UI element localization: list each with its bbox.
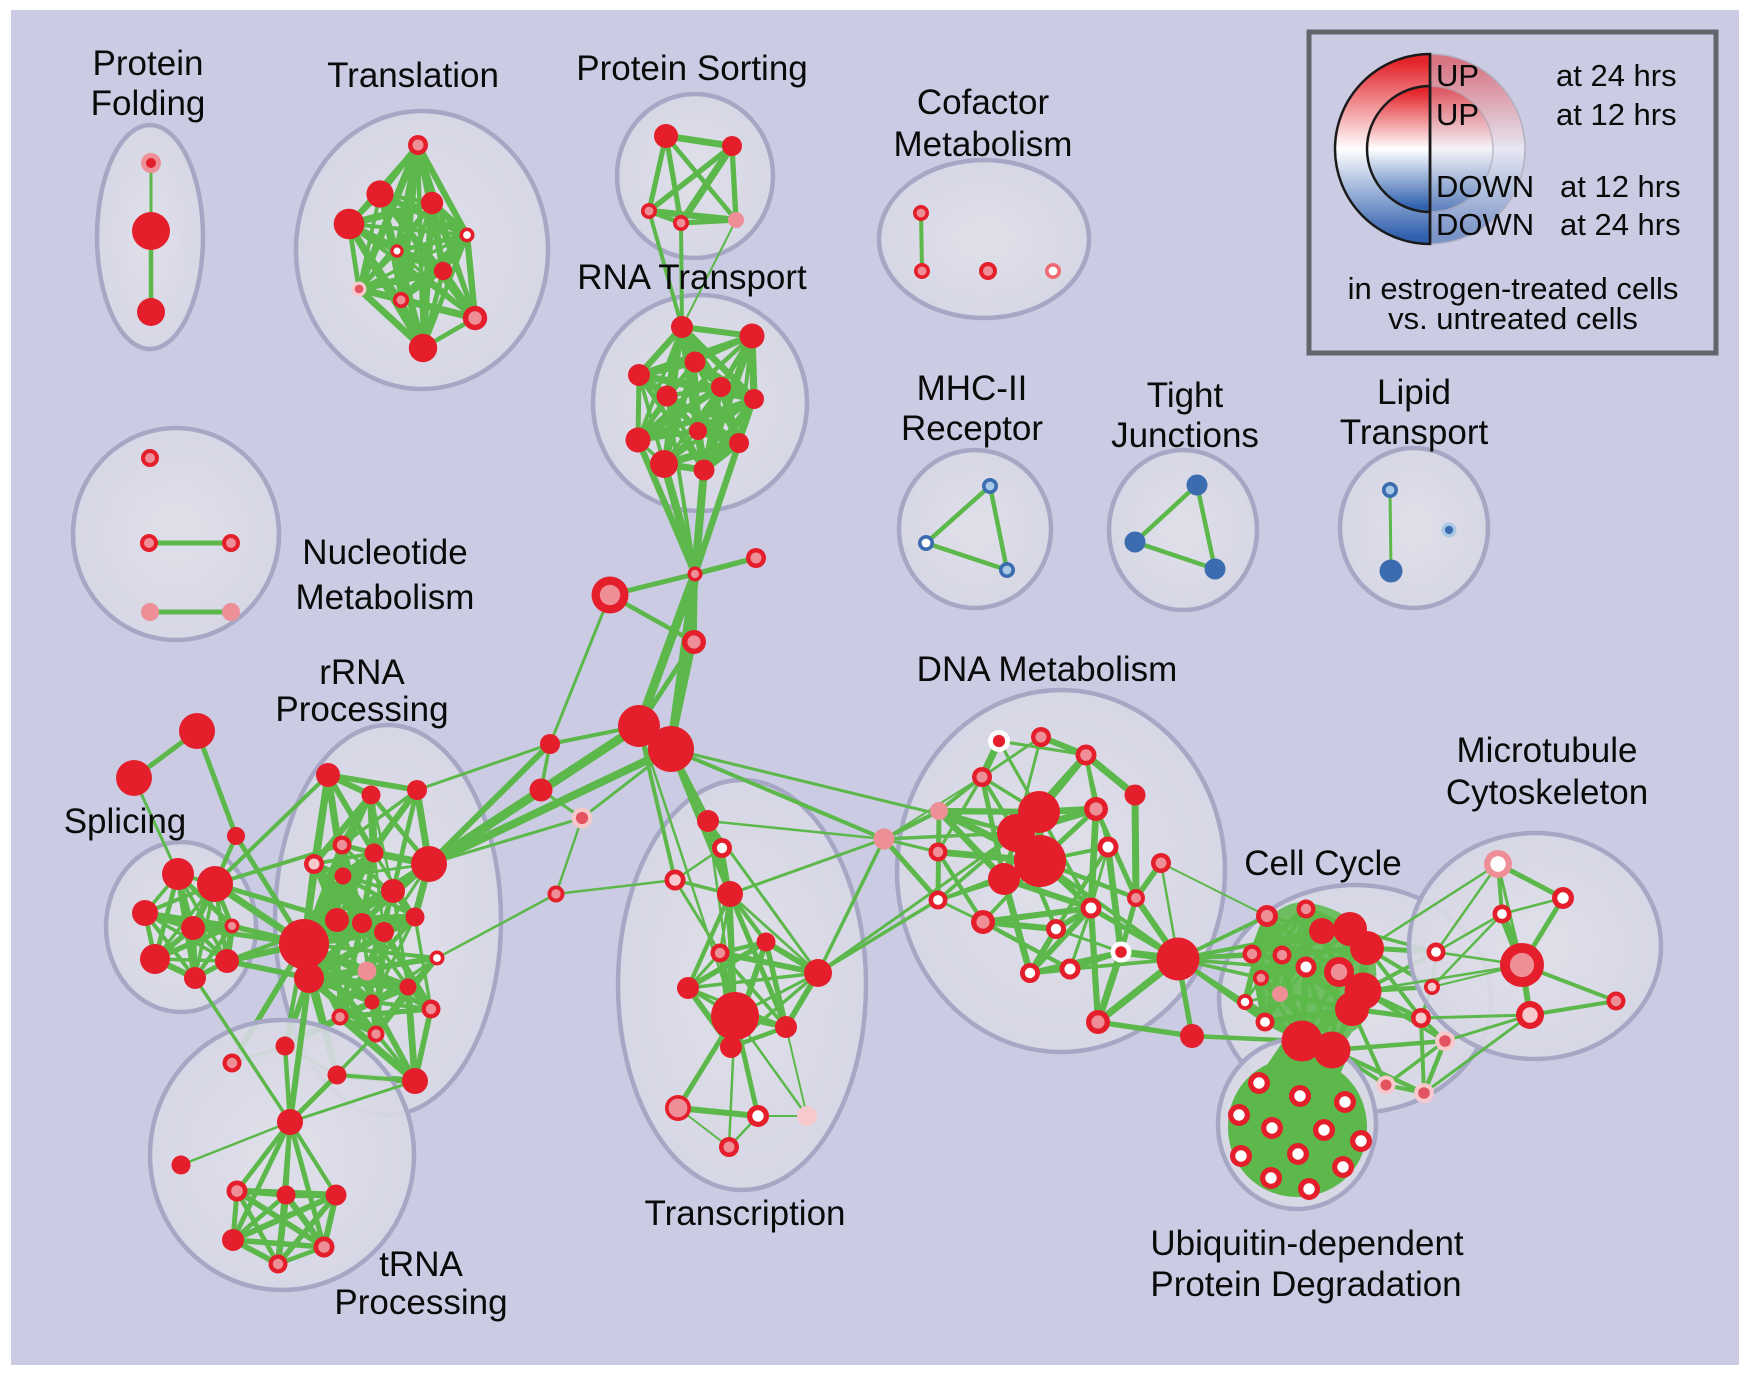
svg-text:Tight: Tight xyxy=(1147,376,1224,415)
svg-text:RNA Transport: RNA Transport xyxy=(577,258,807,297)
svg-text:Microtubule: Microtubule xyxy=(1457,731,1638,770)
svg-text:Protein Degradation: Protein Degradation xyxy=(1150,1265,1461,1304)
svg-text:Transport: Transport xyxy=(1340,413,1489,452)
svg-text:Splicing: Splicing xyxy=(64,802,187,841)
svg-text:Metabolism: Metabolism xyxy=(894,125,1073,164)
svg-text:DOWN: DOWN xyxy=(1436,207,1534,242)
svg-text:at 12 hrs: at 12 hrs xyxy=(1556,97,1677,132)
svg-text:MHC-II: MHC-II xyxy=(917,369,1028,408)
svg-text:Protein: Protein xyxy=(93,44,204,83)
svg-text:Cytoskeleton: Cytoskeleton xyxy=(1446,773,1648,812)
svg-text:Transcription: Transcription xyxy=(645,1194,846,1233)
svg-text:Folding: Folding xyxy=(91,84,206,123)
svg-text:vs. untreated cells: vs. untreated cells xyxy=(1388,301,1638,336)
svg-text:DOWN: DOWN xyxy=(1436,169,1534,204)
svg-text:Processing: Processing xyxy=(334,1283,507,1322)
svg-text:UP: UP xyxy=(1436,58,1479,93)
svg-text:Junctions: Junctions xyxy=(1111,416,1259,455)
svg-text:in estrogen-treated cells: in estrogen-treated cells xyxy=(1348,271,1679,306)
svg-text:DNA Metabolism: DNA Metabolism xyxy=(917,650,1178,689)
svg-text:Nucleotide: Nucleotide xyxy=(302,533,467,572)
svg-text:Processing: Processing xyxy=(275,690,448,729)
svg-text:Cell Cycle: Cell Cycle xyxy=(1244,844,1402,883)
svg-text:Lipid: Lipid xyxy=(1377,373,1451,412)
svg-text:at 24 hrs: at 24 hrs xyxy=(1556,58,1677,93)
svg-text:rRNA: rRNA xyxy=(319,653,405,692)
svg-text:Cofactor: Cofactor xyxy=(917,83,1050,122)
svg-text:Ubiquitin-dependent: Ubiquitin-dependent xyxy=(1150,1224,1464,1263)
svg-text:Metabolism: Metabolism xyxy=(296,578,475,617)
svg-text:Translation: Translation xyxy=(327,56,499,95)
svg-text:Receptor: Receptor xyxy=(901,409,1043,448)
svg-text:tRNA: tRNA xyxy=(379,1245,463,1284)
svg-text:at 24 hrs: at 24 hrs xyxy=(1560,207,1681,242)
svg-text:Protein Sorting: Protein Sorting xyxy=(576,49,808,88)
svg-text:at 12 hrs: at 12 hrs xyxy=(1560,169,1681,204)
svg-text:UP: UP xyxy=(1436,97,1479,132)
